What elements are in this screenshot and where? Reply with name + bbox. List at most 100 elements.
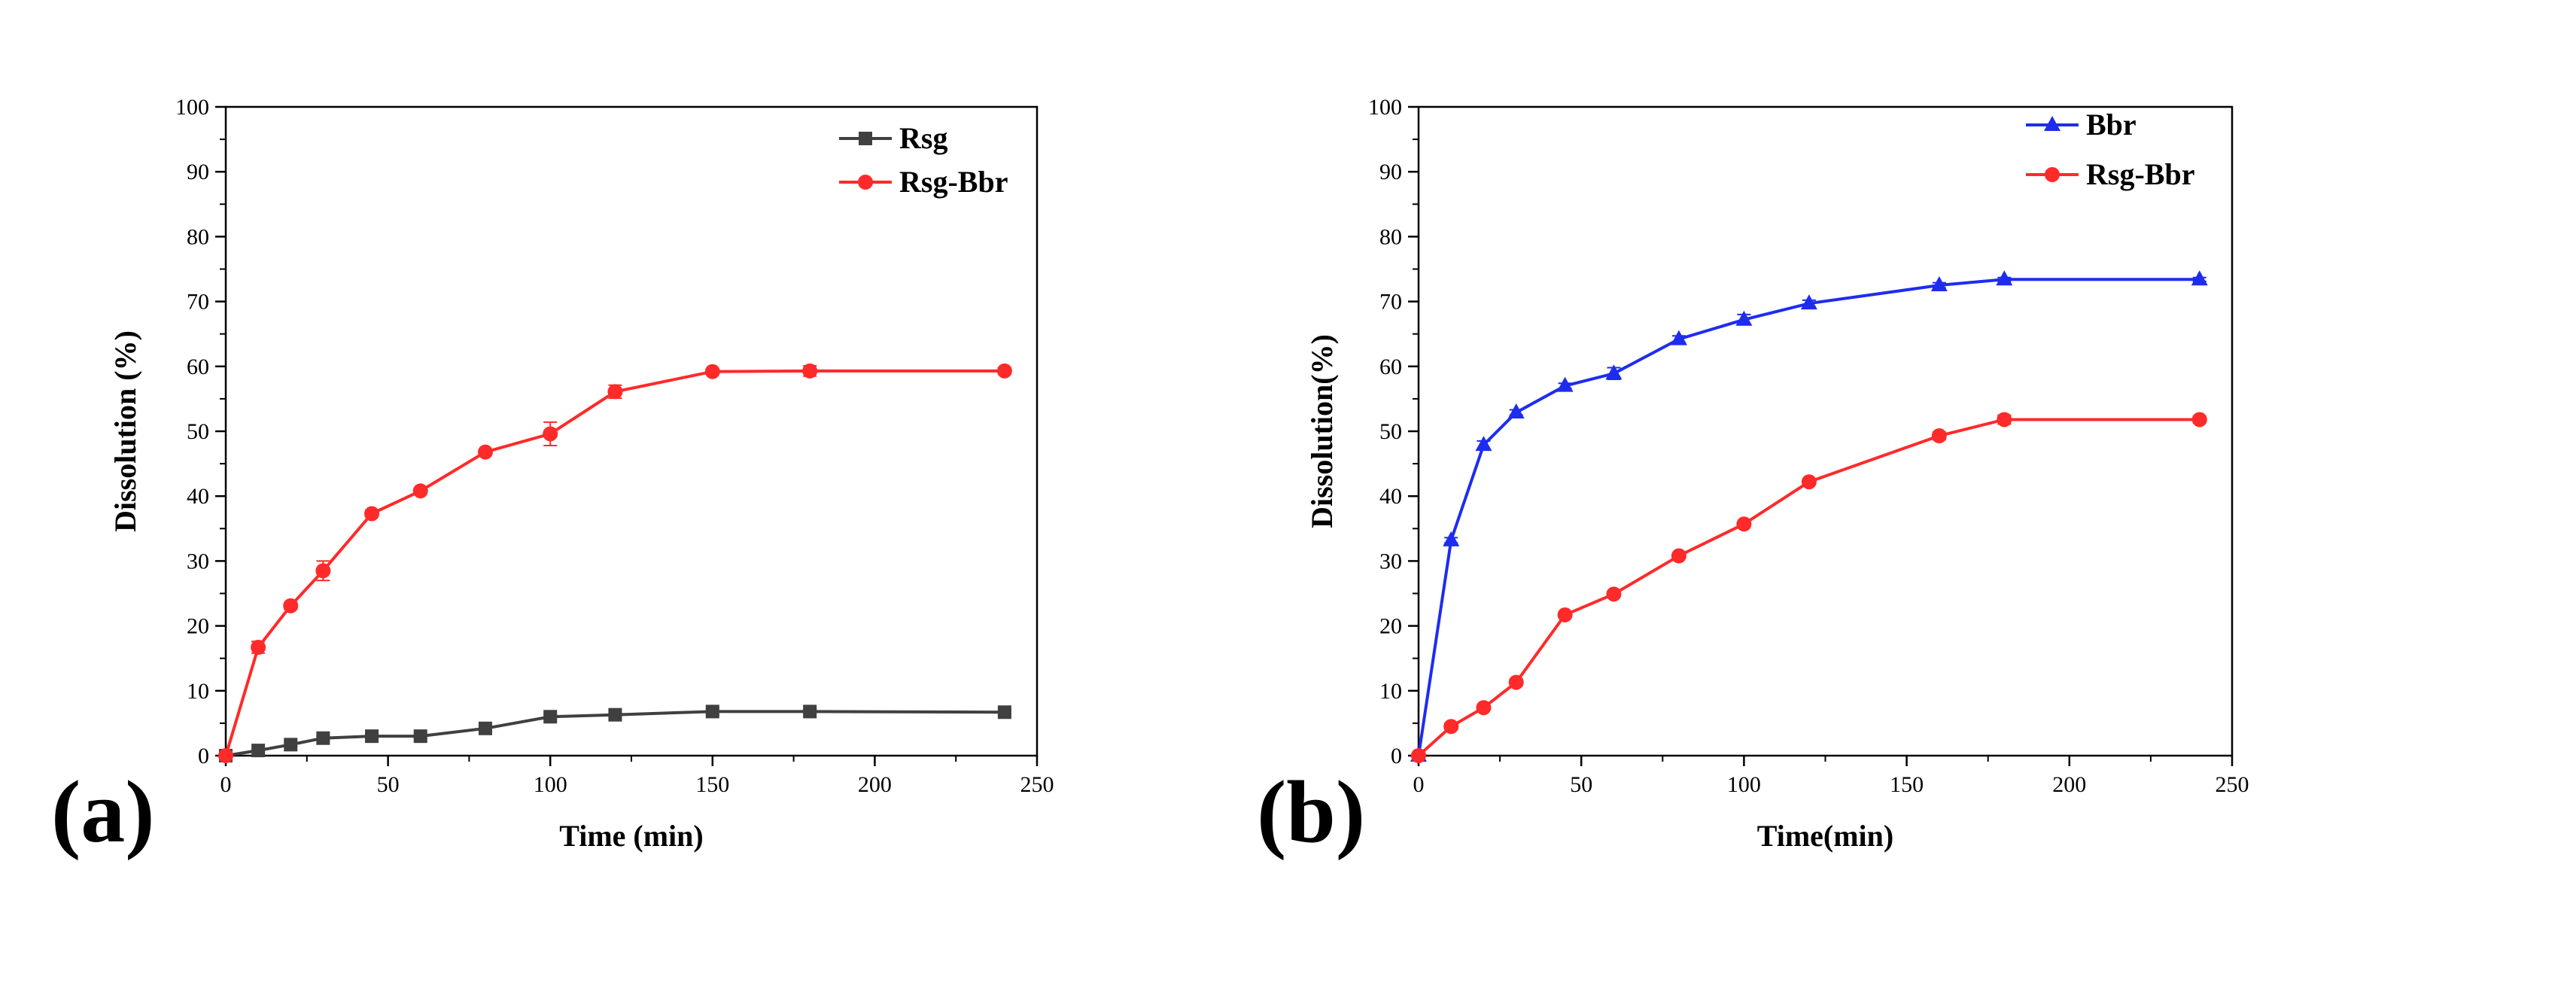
- data-point-rsg-bbr: [218, 748, 233, 763]
- legend-marker-shape-rsg-bbr: [858, 175, 873, 190]
- data-point-rsg: [543, 710, 558, 724]
- panel-label-b: (b): [1257, 762, 1365, 861]
- data-point-rsg-bbr: [1736, 516, 1752, 532]
- x-tick-label: 0: [1413, 772, 1425, 797]
- data-point-bbr: [1556, 376, 1574, 392]
- panel-label-a: (a): [51, 762, 155, 861]
- series-line-rsg-bbr: [224, 369, 1005, 756]
- y-tick-label: 50: [1379, 419, 1402, 444]
- data-point-rsg: [316, 731, 330, 745]
- chart-panel-b: 0 50 100 150 200 250 0 10 20 30 40 50 60 70 80 90 100 Bb…: [1257, 95, 2249, 861]
- data-point-rsg-bbr: [1606, 586, 1622, 602]
- y-tick-label: 40: [187, 484, 209, 509]
- y-tick-label: 50: [187, 419, 209, 444]
- x-tick-label: 50: [1570, 772, 1592, 797]
- data-point-rsg: [413, 729, 427, 744]
- axes-ticks-0: 0 50 100 150 200 250 0 10 20 30 40 50 60 70 80 90 100: [175, 95, 1054, 797]
- y-axis-title-a: Dissolution (%): [108, 330, 142, 532]
- legend-label-rsg-bbr: Rsg-Bbr: [2086, 157, 2194, 191]
- series-group-1: [1410, 270, 2208, 763]
- y-tick-label: 10: [187, 679, 209, 704]
- data-point-rsg-bbr: [802, 363, 818, 379]
- x-tick-label: 150: [1890, 772, 1924, 797]
- data-point-rsg-bbr: [1997, 412, 2012, 427]
- data-point-bbr: [1735, 310, 1753, 326]
- data-point-rsg: [803, 704, 817, 719]
- y-tick-label: 80: [1379, 224, 1402, 249]
- data-point-bbr: [2191, 270, 2208, 286]
- y-tick-label: 70: [187, 290, 209, 315]
- y-tick-label: 20: [1379, 614, 1402, 639]
- legend-a: Rsg Rsg-Bbr: [839, 121, 1008, 199]
- data-point-rsg: [705, 704, 719, 719]
- data-point-bbr: [1475, 436, 1492, 452]
- data-point-rsg-bbr: [364, 506, 380, 522]
- data-point-rsg: [997, 705, 1011, 720]
- data-point-rsg-bbr: [412, 483, 428, 499]
- data-point-rsg-bbr: [1508, 674, 1524, 690]
- y-tick-label: 30: [1379, 549, 1402, 574]
- y-tick-label: 60: [187, 354, 209, 379]
- data-point-rsg-bbr: [1801, 474, 1817, 490]
- x-tick-label: 150: [695, 772, 729, 797]
- y-tick-label: 90: [187, 160, 209, 184]
- legend-marker-rsg-bbr: [2045, 167, 2060, 182]
- data-point-rsg-bbr: [315, 563, 331, 579]
- data-point-bbr: [1930, 276, 1948, 292]
- data-point-rsg: [365, 729, 379, 744]
- x-tick-label: 200: [2052, 772, 2086, 797]
- data-point-rsg-bbr: [1671, 548, 1686, 564]
- x-tick-label: 200: [858, 772, 892, 797]
- data-point-rsg-bbr: [283, 598, 299, 613]
- axes-ticks-1: 0 50 100 150 200 250 0 10 20 30 40 50 60 70 80 90 100: [1368, 95, 2249, 797]
- legend-b: Bbr Rsg-Bbr: [2026, 108, 2194, 191]
- y-tick-label: 20: [187, 614, 209, 639]
- data-point-bbr: [1605, 364, 1623, 380]
- legend-marker-rsg: [859, 132, 872, 145]
- legend-marker-rsg-bbr: [858, 175, 873, 190]
- data-point-rsg: [251, 744, 266, 758]
- y-tick-label: 60: [1379, 354, 1402, 379]
- legend-label-rsg: Rsg: [899, 121, 947, 155]
- x-tick-label: 100: [1727, 772, 1761, 797]
- x-tick-label: 250: [1020, 772, 1054, 797]
- x-axis-title-a: Time (min): [559, 819, 703, 853]
- y-tick-label: 70: [1379, 290, 1402, 315]
- data-point-rsg-bbr: [1931, 428, 1947, 444]
- data-point-bbr: [1670, 330, 1687, 345]
- x-axis-title-b: Time(min): [1757, 819, 1893, 853]
- data-point-rsg: [608, 707, 622, 722]
- data-point-rsg-bbr: [996, 363, 1012, 379]
- data-point-rsg-bbr: [1443, 719, 1459, 735]
- legend-label-bbr: Bbr: [2086, 108, 2137, 141]
- data-point-rsg-bbr: [477, 444, 493, 460]
- data-point-rsg: [478, 721, 492, 735]
- data-point-rsg-bbr: [543, 426, 558, 442]
- y-tick-label: 90: [1379, 160, 1402, 184]
- data-point-bbr: [1800, 294, 1817, 310]
- data-point-bbr: [1996, 270, 2013, 286]
- y-tick-label: 100: [175, 95, 209, 120]
- chart-panel-a: 0 50 100 150 200 250 0 10 20 30 40 50 60 70 80 90 100 Rs…: [51, 95, 1054, 861]
- data-point-rsg-bbr: [251, 640, 266, 656]
- legend-marker-shape-rsg: [859, 132, 872, 145]
- legend-label-rsg-bbr: Rsg-Bbr: [899, 165, 1008, 199]
- series-group-0: [218, 363, 1012, 763]
- x-tick-label: 50: [377, 772, 400, 797]
- data-point-rsg-bbr: [1557, 607, 1573, 622]
- y-tick-label: 100: [1368, 95, 1402, 120]
- legend-marker-bbr: [2044, 116, 2060, 131]
- y-tick-label: 0: [1391, 744, 1402, 768]
- data-point-bbr: [1443, 531, 1460, 546]
- data-point-rsg-bbr: [1411, 748, 1426, 763]
- data-point-rsg: [284, 738, 298, 752]
- series-line-bbr: [1417, 278, 2200, 756]
- x-tick-label: 100: [534, 772, 567, 797]
- data-point-rsg-bbr: [1476, 700, 1492, 716]
- legend-marker-shape-rsg-bbr: [2045, 167, 2060, 182]
- y-tick-label: 40: [1379, 484, 1402, 509]
- y-axis-title-b: Dissolution(%): [1305, 334, 1339, 528]
- y-tick-label: 80: [187, 224, 209, 249]
